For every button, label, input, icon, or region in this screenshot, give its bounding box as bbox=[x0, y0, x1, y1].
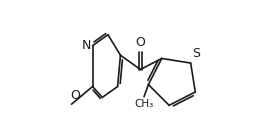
Text: O: O bbox=[135, 36, 145, 49]
Text: N: N bbox=[82, 39, 91, 52]
Text: O: O bbox=[71, 89, 80, 102]
Text: CH₃: CH₃ bbox=[134, 99, 154, 109]
Text: S: S bbox=[193, 47, 200, 60]
